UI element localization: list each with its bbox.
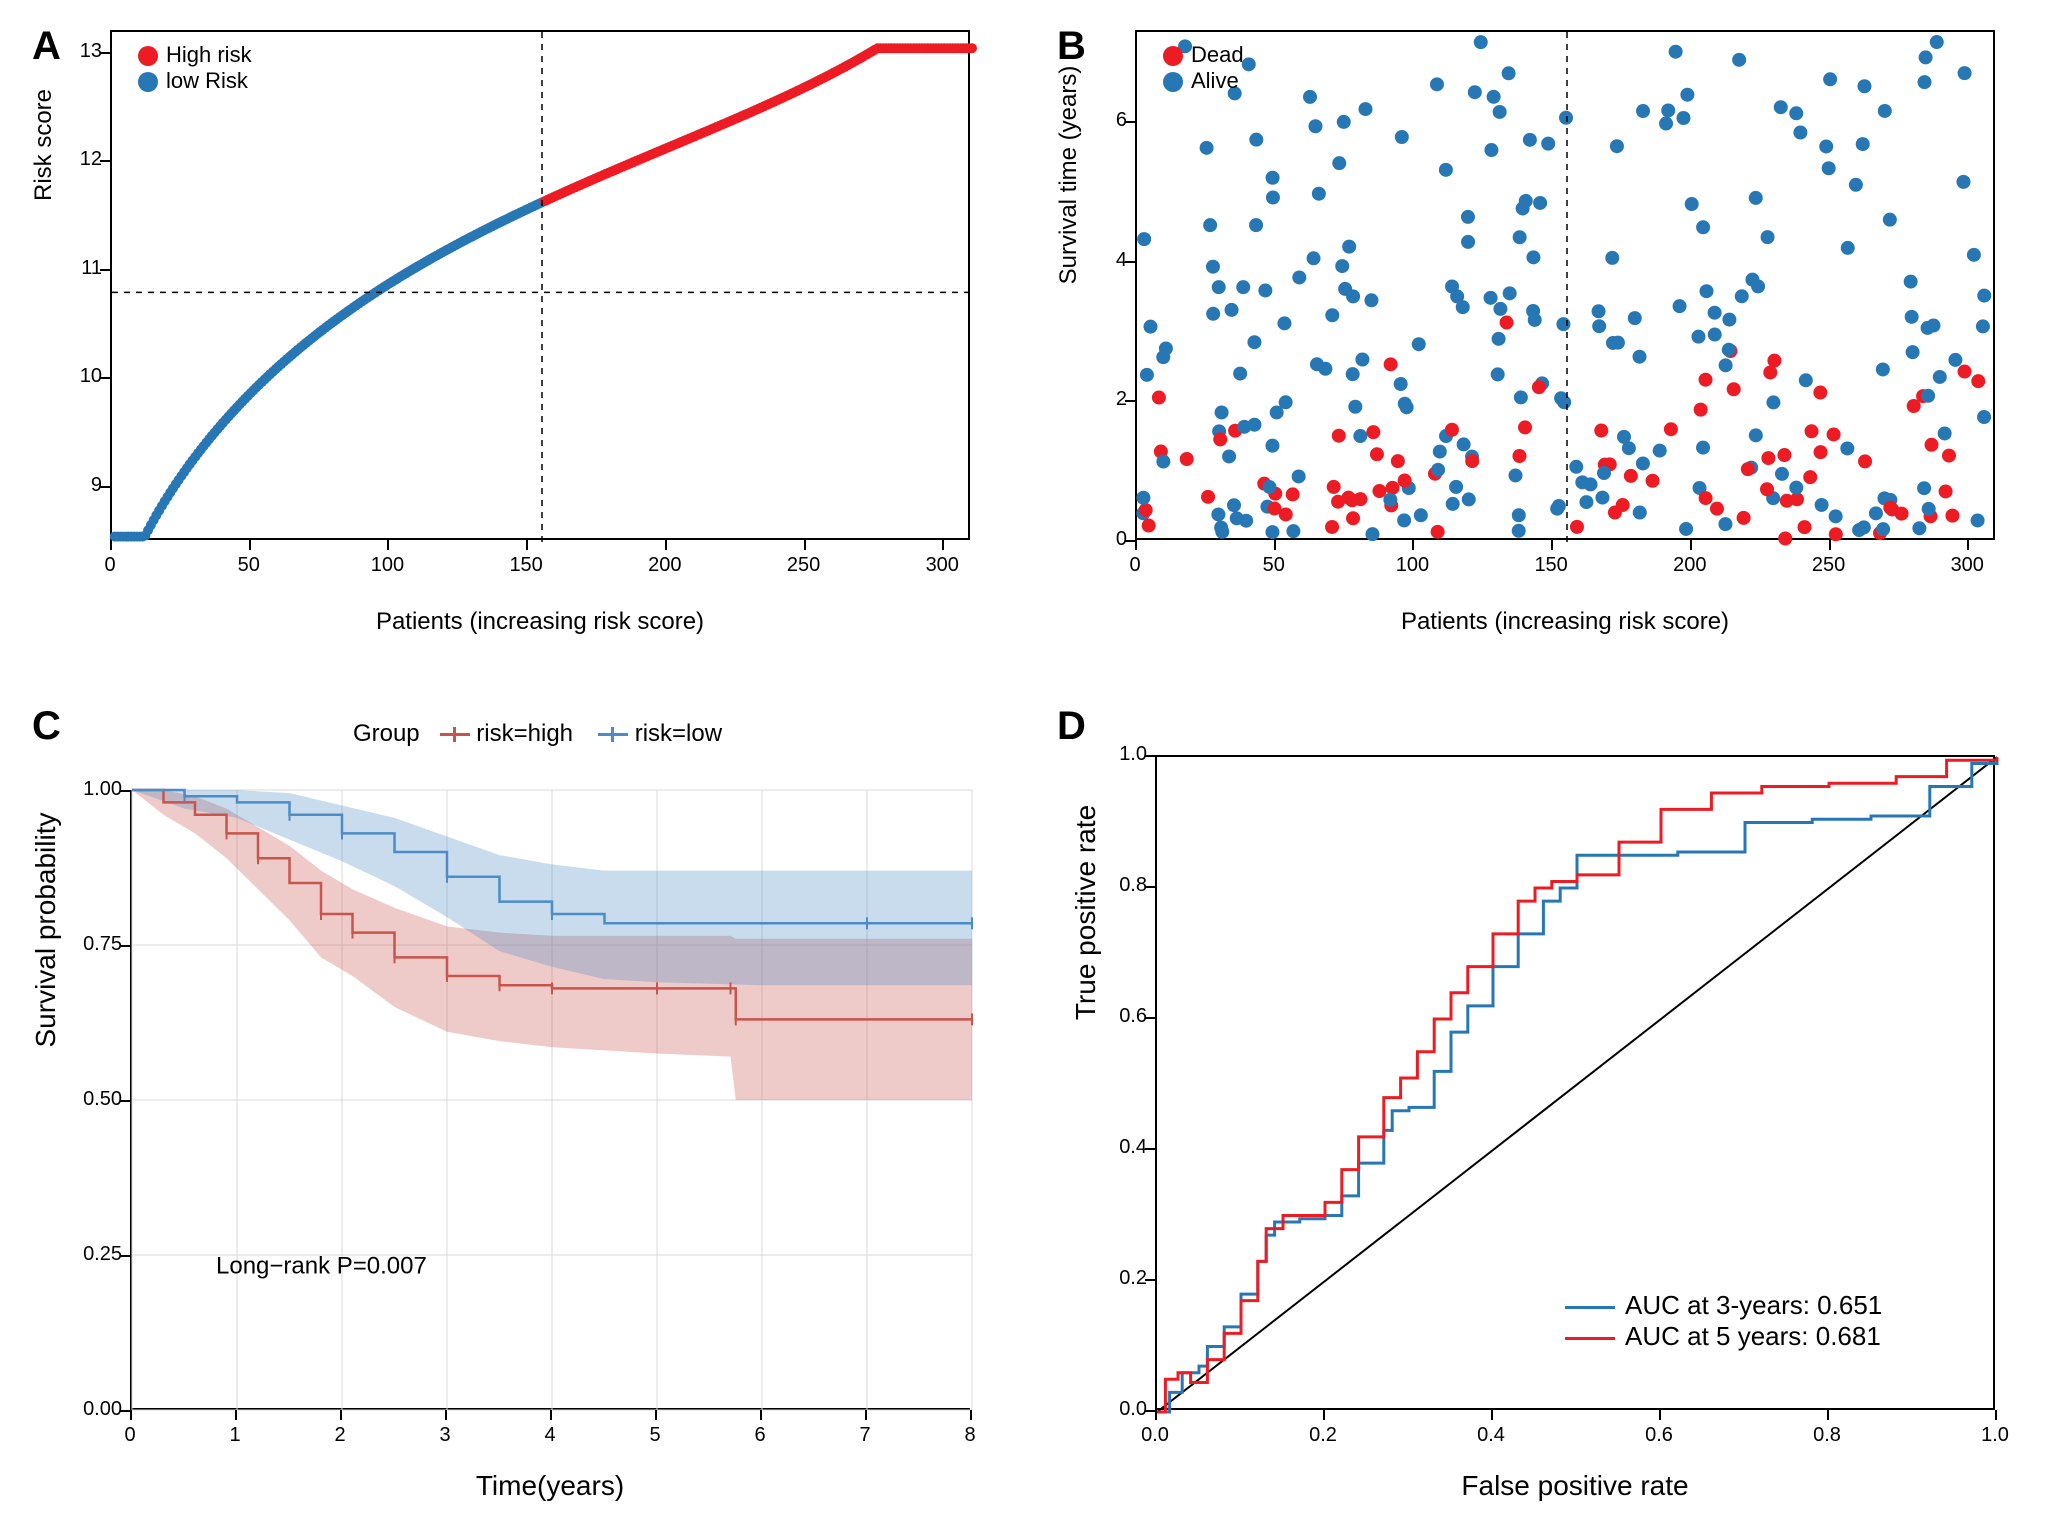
tick-label: 150 bbox=[1521, 554, 1581, 577]
panel-d-legend: AUC at 3-years: 0.651AUC at 5 years: 0.6… bbox=[1565, 1290, 1882, 1352]
tick-label: 0.8 bbox=[1797, 1424, 1857, 1447]
panel-c-plot: Long−rank P=0.007 bbox=[130, 790, 970, 1410]
tick-label: 6 bbox=[1095, 109, 1127, 132]
tick-label: 0 bbox=[80, 554, 140, 577]
panel-d: D False positive rate True positive rate… bbox=[1025, 680, 2050, 1524]
panel-b-ylabel: Survival time (years) bbox=[1055, 0, 1083, 430]
panel-a: A Patients (increasing risk score) Risk … bbox=[0, 0, 1025, 680]
tick-label: 250 bbox=[1799, 554, 1859, 577]
tick-label: 1.00 bbox=[55, 778, 122, 801]
tick-label: 1 bbox=[205, 1424, 265, 1447]
tick-label: 0.2 bbox=[1095, 1267, 1147, 1290]
panel-c-legend: Group risk=high risk=low bbox=[130, 720, 970, 748]
panel-a-legend: High risklow Risk bbox=[138, 42, 252, 94]
panel-a-ylabel: Risk score bbox=[30, 0, 58, 400]
tick-label: 0.4 bbox=[1461, 1424, 1521, 1447]
annotation-text: Long−rank P=0.007 bbox=[216, 1253, 427, 1280]
tick-label: 200 bbox=[635, 554, 695, 577]
legend-item: risk=low bbox=[598, 720, 722, 747]
tick-label: 1.0 bbox=[1095, 743, 1147, 766]
tick-label: 300 bbox=[1937, 554, 1997, 577]
tick-label: 200 bbox=[1660, 554, 1720, 577]
legend-item: AUC at 3-years: 0.651 bbox=[1565, 1290, 1882, 1321]
tick-label: 0 bbox=[1095, 528, 1127, 551]
tick-label: 0.50 bbox=[55, 1088, 122, 1111]
tick-label: 3 bbox=[415, 1424, 475, 1447]
tick-label: 300 bbox=[912, 554, 972, 577]
tick-label: 0.2 bbox=[1293, 1424, 1353, 1447]
panel-c: C Long−rank P=0.007 Time(years) Survival… bbox=[0, 680, 1025, 1524]
legend-item: risk=high bbox=[440, 720, 573, 747]
legend-title: Group bbox=[353, 720, 420, 747]
tick-label: 5 bbox=[625, 1424, 685, 1447]
tick-label: 0.25 bbox=[55, 1243, 122, 1266]
tick-label: 10 bbox=[65, 365, 102, 388]
tick-label: 4 bbox=[1095, 249, 1127, 272]
tick-label: 11 bbox=[65, 257, 102, 280]
tick-label: 0.8 bbox=[1095, 874, 1147, 897]
tick-label: 6 bbox=[730, 1424, 790, 1447]
legend-item: Alive bbox=[1163, 68, 1244, 94]
tick-label: 0.75 bbox=[55, 933, 122, 956]
legend-item: High risk bbox=[138, 42, 252, 68]
tick-label: 4 bbox=[520, 1424, 580, 1447]
tick-label: 0.4 bbox=[1095, 1136, 1147, 1159]
tick-label: 0.00 bbox=[55, 1398, 122, 1421]
tick-label: 0.0 bbox=[1095, 1398, 1147, 1421]
tick-label: 2 bbox=[1095, 388, 1127, 411]
panel-d-xlabel: False positive rate bbox=[1155, 1470, 1995, 1502]
legend-item: AUC at 5 years: 0.681 bbox=[1565, 1321, 1882, 1352]
tick-label: 100 bbox=[1382, 554, 1442, 577]
tick-label: 8 bbox=[940, 1424, 1000, 1447]
tick-label: 250 bbox=[774, 554, 834, 577]
panel-b-xlabel: Patients (increasing risk score) bbox=[1135, 608, 1995, 636]
panel-b-plot bbox=[1135, 30, 1995, 540]
tick-label: 0.6 bbox=[1095, 1005, 1147, 1028]
tick-label: 100 bbox=[357, 554, 417, 577]
panel-a-plot bbox=[110, 30, 970, 540]
panel-c-ylabel: Survival probability bbox=[30, 620, 62, 1240]
panel-c-xlabel: Time(years) bbox=[130, 1470, 970, 1502]
panel-a-xlabel: Patients (increasing risk score) bbox=[110, 608, 970, 636]
tick-label: 0 bbox=[1105, 554, 1165, 577]
tick-label: 0.6 bbox=[1629, 1424, 1689, 1447]
tick-label: 50 bbox=[1244, 554, 1304, 577]
tick-label: 9 bbox=[65, 474, 102, 497]
tick-label: 7 bbox=[835, 1424, 895, 1447]
tick-label: 13 bbox=[65, 40, 102, 63]
tick-label: 0 bbox=[100, 1424, 160, 1447]
tick-label: 2 bbox=[310, 1424, 370, 1447]
tick-label: 12 bbox=[65, 148, 102, 171]
tick-label: 50 bbox=[219, 554, 279, 577]
tick-label: 0.0 bbox=[1125, 1424, 1185, 1447]
panel-b: B Patients (increasing risk score) Survi… bbox=[1025, 0, 2050, 680]
tick-label: 150 bbox=[496, 554, 556, 577]
tick-label: 1.0 bbox=[1965, 1424, 2025, 1447]
panel-b-legend: DeadAlive bbox=[1163, 42, 1244, 94]
legend-item: low Risk bbox=[138, 68, 252, 94]
legend-item: Dead bbox=[1163, 42, 1244, 68]
